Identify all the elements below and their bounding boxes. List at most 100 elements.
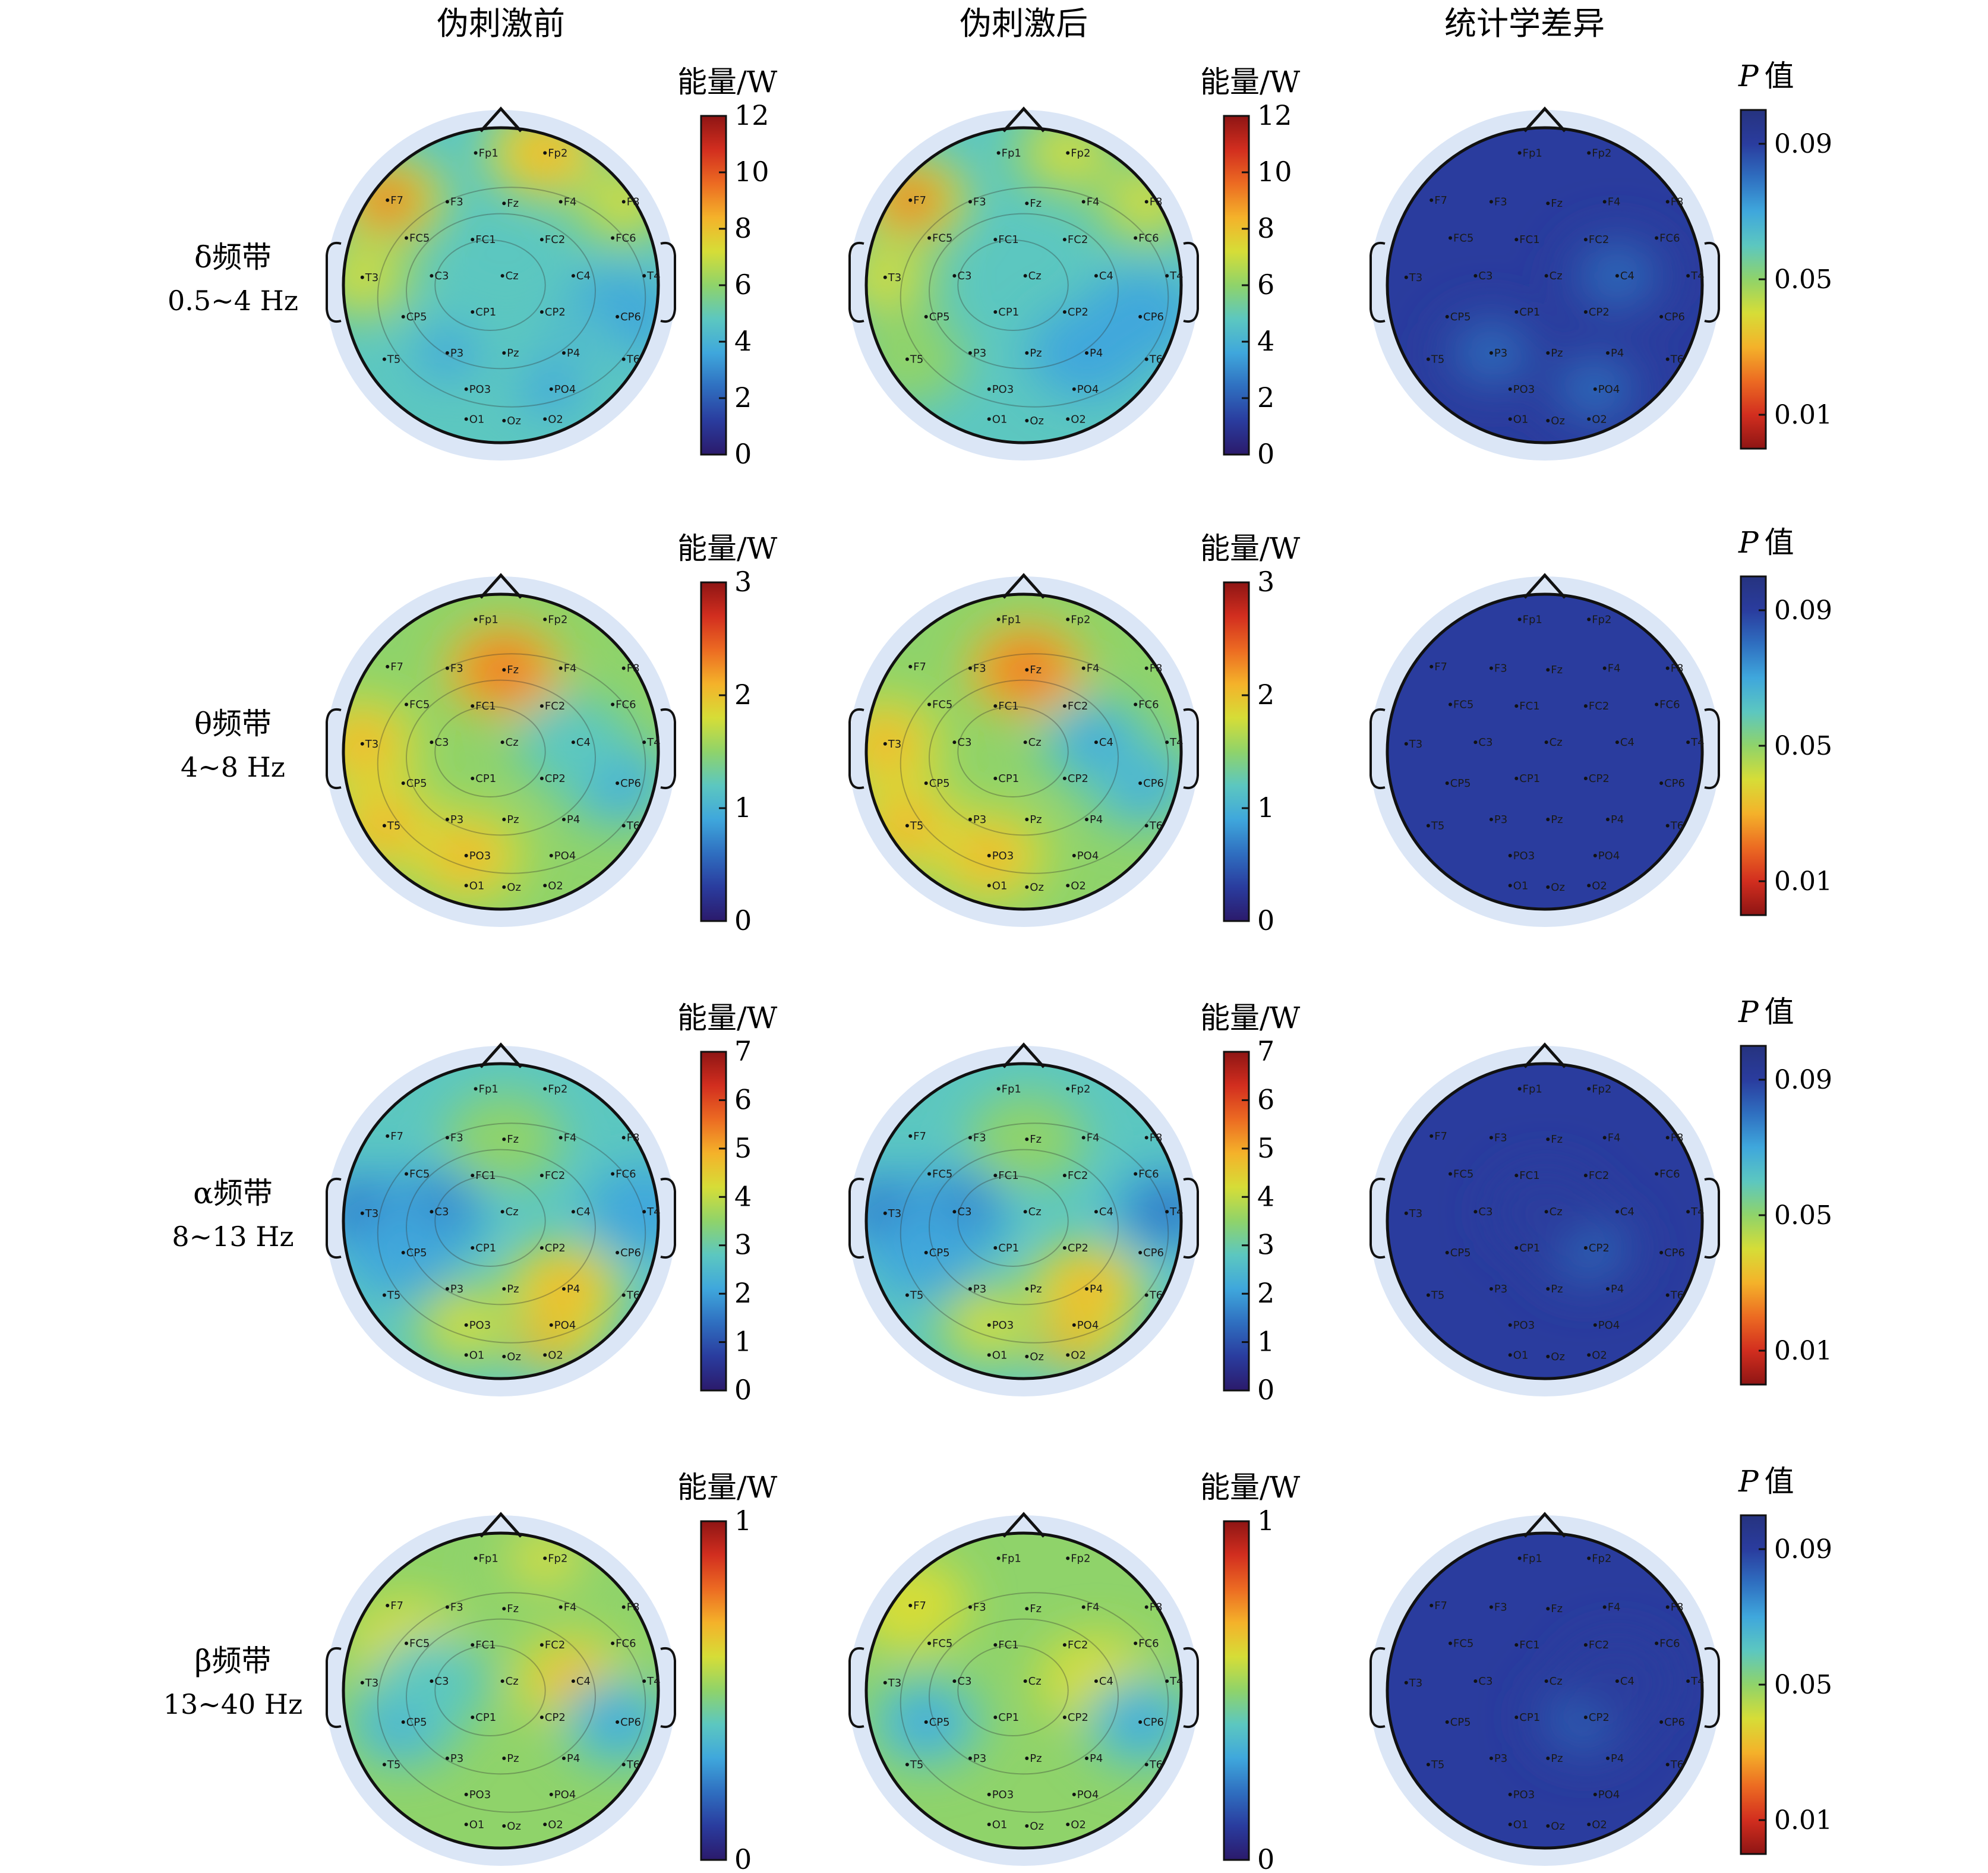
- electrode-dot-Fp2: [543, 151, 547, 155]
- electrode-label-T6: T6: [1149, 354, 1163, 366]
- electrode-label-PO4: PO4: [1077, 1789, 1099, 1801]
- electrode-label-T4: T4: [646, 736, 660, 749]
- contour-line: [377, 1592, 646, 1813]
- electrode-dot-CP2: [539, 777, 544, 781]
- electrode-dot-Fp1: [474, 617, 478, 622]
- electrode-label-Fp2: Fp2: [548, 1552, 567, 1565]
- scalp-map: [1387, 1064, 1702, 1379]
- electrode-dot-F7: [908, 664, 913, 669]
- electrode-dot-Fz: [1546, 1607, 1550, 1611]
- right-ear-outline: [660, 242, 676, 323]
- colorbar-tick-label: 0.09: [1774, 595, 1832, 626]
- electrode-label-CP5: CP5: [1450, 777, 1471, 790]
- electrode-label-FC6: FC6: [616, 1168, 636, 1181]
- electrode-label-FC1: FC1: [998, 1169, 1018, 1182]
- electrode-dot-FC2: [1062, 704, 1066, 708]
- electrode-dot-Fp2: [1587, 1556, 1591, 1560]
- electrode-dot-CP2: [1583, 310, 1588, 314]
- electrode-dot-F7: [908, 1134, 913, 1138]
- electrode-dot-CP2: [1583, 1716, 1588, 1720]
- right-ear-outline: [1183, 1178, 1199, 1259]
- colorbar-tick-label: 0.05: [1774, 1670, 1832, 1700]
- electrode-dot-O1: [987, 1353, 991, 1357]
- row-label-alpha-range: 8~13 Hz: [172, 1221, 294, 1253]
- electrode-dot-O2: [1066, 884, 1070, 888]
- electrode-label-P3: P3: [450, 1752, 463, 1765]
- electrode-dot-C4: [1615, 274, 1619, 278]
- electrode-dot-T5: [905, 1293, 909, 1297]
- electrode-dot-Fp1: [996, 617, 1001, 622]
- electrode-dot-F8: [1144, 200, 1148, 204]
- electrode-label-C4: C4: [576, 1206, 591, 1218]
- electrode-label-FC5: FC5: [409, 232, 430, 245]
- column-title-stat: 统计学差异: [1444, 5, 1605, 42]
- nose-outline: [1523, 106, 1566, 133]
- electrode-label-CP2: CP2: [1068, 772, 1088, 785]
- electrode-label-Fp2: Fp2: [1071, 147, 1090, 159]
- electrode-dot-Fp1: [474, 1556, 478, 1560]
- electrode-dot-CP1: [471, 777, 475, 781]
- colorbar-tick-label: 4: [1257, 1180, 1274, 1212]
- electrode-dot-FC1: [993, 1174, 998, 1178]
- electrode-label-Fz: Fz: [507, 664, 519, 676]
- electrode-label-T5: T5: [910, 820, 923, 833]
- right-ear-outline: [660, 708, 676, 789]
- scalp-map: [343, 1533, 658, 1848]
- colorbar-tick-label: 6: [1257, 1083, 1274, 1115]
- nose-outline: [479, 1512, 522, 1538]
- electrode-dot-F3: [445, 1136, 449, 1140]
- electrode-dot-PO4: [1593, 1792, 1597, 1796]
- right-ear-outline: [1704, 708, 1720, 789]
- colorbar-tick-label: 2: [1257, 1277, 1274, 1309]
- electrode-dot-O1: [1508, 884, 1512, 888]
- electrode-dot-Fp2: [1066, 1087, 1070, 1091]
- electrode-dot-PO4: [1072, 1792, 1076, 1796]
- electrode-label-CP5: CP5: [929, 1716, 950, 1729]
- electrode-dot-F8: [1665, 1605, 1670, 1609]
- electrode-dot-FC6: [1655, 1172, 1659, 1176]
- electrode-label-PO4: PO4: [1077, 383, 1099, 396]
- electrode-dot-CP5: [1445, 781, 1449, 785]
- electrode-label-Oz: Oz: [1551, 881, 1565, 894]
- electrode-label-F7: F7: [913, 1600, 926, 1612]
- electrode-dot-F3: [1489, 200, 1493, 204]
- electrode-label-T4: T4: [1169, 736, 1183, 749]
- electrode-dot-Fz: [1025, 1607, 1029, 1611]
- electrode-dot-T4: [642, 1210, 646, 1214]
- electrode-label-Fp2: Fp2: [548, 1083, 567, 1095]
- electrode-label-F3: F3: [973, 1601, 986, 1614]
- colorbar-tick-label: 0.01: [1774, 400, 1832, 430]
- electrode-dot-F4: [1081, 200, 1085, 204]
- electrode-label-O1: O1: [1513, 1349, 1529, 1361]
- electrode-label-T4: T4: [1169, 1206, 1183, 1218]
- electrode-label-FC5: FC5: [932, 699, 952, 711]
- electrode-label-CP6: CP6: [1143, 1716, 1164, 1729]
- electrode-label-P3: P3: [450, 813, 463, 826]
- head-outline: [342, 1062, 660, 1380]
- electrode-dot-P3: [1489, 1756, 1493, 1760]
- electrode-dot-C4: [571, 1210, 575, 1214]
- electrode-dot-FC5: [927, 236, 931, 240]
- electrode-dot-FC5: [1449, 702, 1452, 707]
- colorbar: [700, 1051, 727, 1392]
- electrode-dot-PO3: [464, 1323, 468, 1327]
- head-outline: [864, 126, 1183, 444]
- electrode-label-O2: O2: [1071, 1818, 1086, 1831]
- electrode-dot-C3: [952, 1210, 957, 1214]
- electrode-dot-Cz: [500, 740, 504, 745]
- colorbar-tick-label: 5: [1257, 1132, 1274, 1164]
- contour-line: [929, 679, 1119, 836]
- colorbar-title-p: P: [1738, 995, 1759, 1029]
- electrode-label-Cz: Cz: [506, 1675, 519, 1688]
- electrode-label-T3: T3: [365, 1207, 378, 1220]
- electrode-label-O1: O1: [992, 879, 1008, 892]
- electrode-label-Cz: Cz: [1028, 736, 1042, 749]
- electrode-dot-CP5: [401, 781, 405, 785]
- electrode-dot-PO4: [549, 1323, 553, 1327]
- electrode-label-F4: F4: [1087, 663, 1100, 675]
- colorbar-title: 能量/W: [1200, 1470, 1301, 1505]
- electrode-dot-F3: [968, 1136, 972, 1140]
- right-ear-outline: [1183, 242, 1199, 323]
- electrode-label-F4: F4: [1608, 663, 1621, 675]
- colorbar-title: 能量/W: [677, 1001, 778, 1035]
